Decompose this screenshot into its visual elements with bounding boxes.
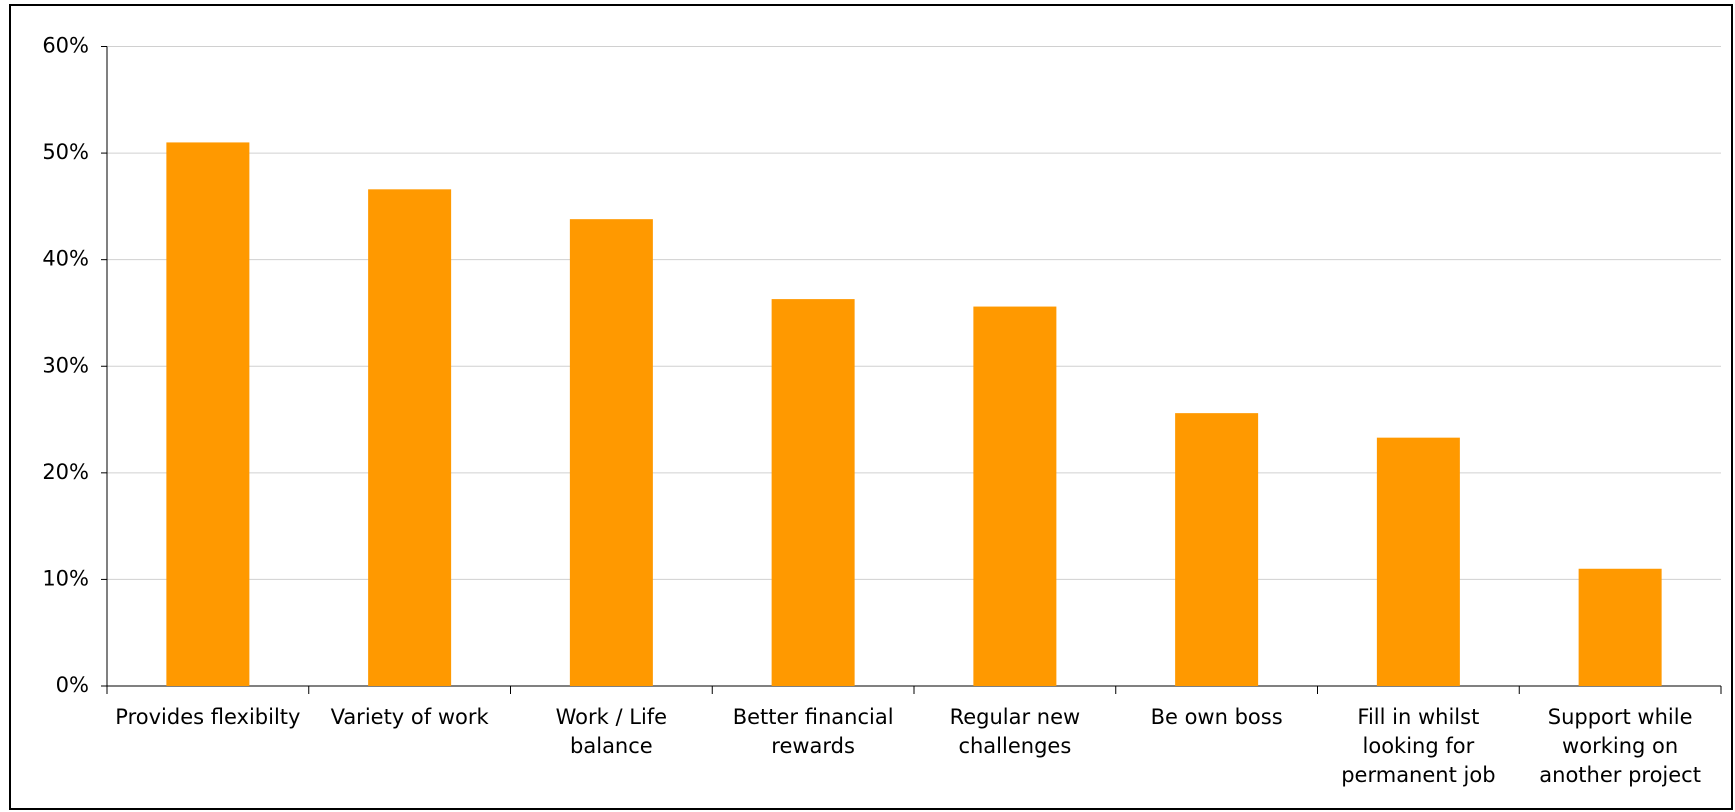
x-tick-label: Provides flexibilty bbox=[115, 705, 301, 729]
x-tick-label: Work / Life balance bbox=[555, 705, 668, 758]
bar bbox=[368, 189, 452, 687]
bar bbox=[166, 142, 250, 687]
x-tick-label: Be own boss bbox=[1150, 705, 1283, 729]
bar bbox=[973, 306, 1057, 686]
x-tick-label: Fill in whilst looking for permanent job bbox=[1341, 705, 1496, 787]
y-tick-label: 20% bbox=[42, 460, 89, 484]
bar bbox=[771, 299, 855, 686]
y-tick-label: 10% bbox=[42, 566, 89, 590]
bar bbox=[569, 219, 653, 687]
x-tick-label: Support while working on another project bbox=[1539, 705, 1701, 787]
y-tick-label: 30% bbox=[42, 353, 89, 377]
y-tick-label: 50% bbox=[42, 140, 89, 164]
bar bbox=[1175, 413, 1259, 686]
y-tick-label: 0% bbox=[56, 673, 89, 697]
x-tick-label: Variety of work bbox=[330, 705, 489, 729]
x-tick-label: Better financial rewards bbox=[732, 705, 894, 758]
bar bbox=[1578, 568, 1662, 686]
bar bbox=[1376, 437, 1460, 686]
chart-border bbox=[9, 4, 1733, 810]
y-tick-label: 60% bbox=[42, 34, 89, 58]
x-tick-label: Regular new challenges bbox=[949, 705, 1081, 758]
y-tick-label: 40% bbox=[42, 247, 89, 271]
